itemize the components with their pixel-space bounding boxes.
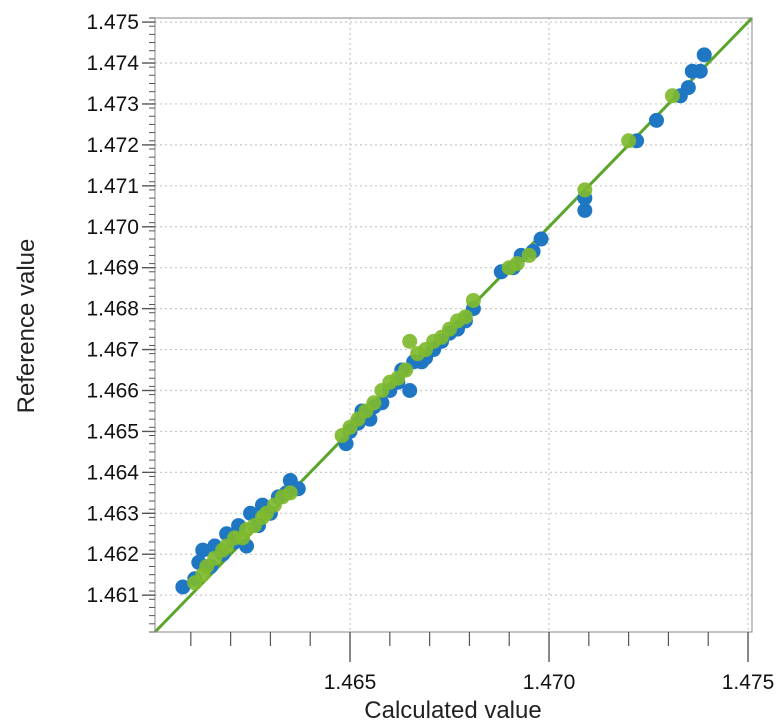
y-tick-label: 1.469 [86, 257, 139, 280]
y-tick-label: 1.462 [86, 543, 139, 566]
y-tick-label: 1.475 [86, 11, 139, 34]
y-tick-label: 1.464 [86, 461, 139, 484]
plot-frame [154, 17, 753, 633]
axis-layer [142, 17, 753, 662]
series2-point [402, 333, 418, 349]
x-tick-label: 1.465 [324, 671, 377, 694]
series1-point [402, 382, 418, 398]
y-tick-label: 1.467 [86, 339, 139, 362]
x-tick-label: 1.475 [722, 671, 775, 694]
y-tick-label: 1.470 [86, 216, 139, 239]
y-tick-label: 1.474 [86, 52, 139, 75]
series2-point [621, 133, 637, 149]
series1-point [243, 505, 259, 521]
labels-layer: 1.461 1.462 1.463 1.464 1.465 1.466 1.467 1.468… [86, 11, 774, 694]
y-tick-label: 1.468 [86, 298, 139, 321]
points-layer [175, 47, 712, 595]
x-axis-title: Calculated value [364, 697, 541, 724]
series2-point [465, 292, 481, 308]
x-tick-label: 1.470 [523, 671, 576, 694]
grid-layer [155, 18, 752, 632]
series2-point [577, 182, 593, 198]
series1-point [692, 63, 708, 79]
y-axis-title: Reference value [13, 239, 40, 414]
y-tick-label: 1.472 [86, 134, 139, 157]
y-tick-label: 1.473 [86, 93, 139, 116]
y-tick-label: 1.466 [86, 379, 139, 402]
series1-point [577, 202, 593, 218]
series2-point [521, 247, 537, 263]
series1-point [680, 80, 696, 96]
y-tick-label: 1.461 [86, 584, 139, 607]
series1-point [533, 231, 549, 247]
series1-point [648, 112, 664, 128]
series2-point [509, 256, 525, 272]
series1-point [175, 579, 191, 595]
y-tick-label: 1.465 [86, 420, 139, 443]
series2-point [664, 88, 680, 104]
series2-point [366, 395, 382, 411]
series2-point [282, 485, 298, 501]
y-tick-label: 1.463 [86, 502, 139, 525]
series2-point [398, 362, 414, 378]
series1-point [195, 542, 211, 558]
series2-point [457, 309, 473, 325]
series1-point [696, 47, 712, 63]
y-tick-label: 1.471 [86, 175, 139, 198]
